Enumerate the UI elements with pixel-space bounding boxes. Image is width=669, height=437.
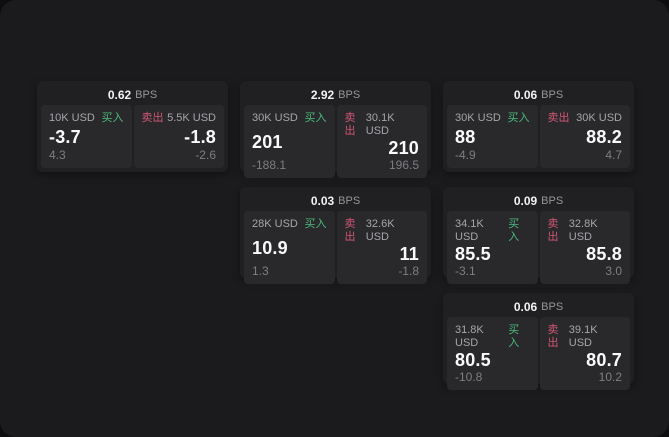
sell-price: 210 xyxy=(388,138,419,158)
buy-side-label: 买入 xyxy=(508,324,520,349)
card-header: 0.03 BPS xyxy=(244,191,427,211)
sell-side-label: 卖出 xyxy=(547,324,559,349)
bps-unit-label: BPS xyxy=(338,195,361,207)
sell-panel[interactable]: 卖出 30.1K USD 210 196.5 xyxy=(336,105,427,178)
buy-sub-value: -3.1 xyxy=(455,264,476,278)
sell-panel[interactable]: 卖出 5.5K USD -1.8 -2.6 xyxy=(133,105,224,168)
buy-notional: 30K USD xyxy=(252,112,298,124)
sell-sub-value: 4.7 xyxy=(605,148,622,162)
sell-side-label: 卖出 xyxy=(344,112,356,137)
sell-price: 88.2 xyxy=(586,126,622,147)
sell-notional: 32.8K USD xyxy=(568,218,598,243)
buy-side-label: 买入 xyxy=(508,218,520,243)
buy-notional: 28K USD xyxy=(252,218,298,230)
buy-sub-value: -4.9 xyxy=(455,148,476,162)
sell-price: 80.7 xyxy=(586,350,622,370)
buy-sell-panels: 34.1K USD 买入 85.5 -3.1 卖出 32.8K USD 85.8… xyxy=(447,211,630,284)
buy-panel[interactable]: 31.8K USD 买入 80.5 -10.8 xyxy=(447,317,538,390)
sell-panel[interactable]: 卖出 32.6K USD 11 -1.8 xyxy=(336,211,427,284)
quote-cards-grid: 0.62 BPS 10K USD 买入 -3.7 4.3 卖出 5.5K USD xyxy=(37,81,634,390)
bps-value: 0.03 xyxy=(310,194,335,208)
bps-value: 0.06 xyxy=(513,88,538,102)
sell-sub-value: -1.8 xyxy=(398,264,419,278)
sell-notional: 5.5K USD xyxy=(167,112,216,124)
quote-card: 0.09 BPS 34.1K USD 买入 85.5 -3.1 卖出 32.8K… xyxy=(443,187,634,284)
buy-panel[interactable]: 30K USD 买入 88 -4.9 xyxy=(447,105,538,168)
bps-value: 0.06 xyxy=(513,300,538,314)
quote-card: 0.62 BPS 10K USD 买入 -3.7 4.3 卖出 5.5K USD xyxy=(37,81,228,172)
sell-price: 85.8 xyxy=(586,244,622,264)
bps-value: 0.09 xyxy=(513,194,538,208)
quote-card: 2.92 BPS 30K USD 买入 201 -188.1 卖出 30.1K … xyxy=(240,81,431,178)
sell-panel[interactable]: 卖出 30K USD 88.2 4.7 xyxy=(539,105,630,168)
sell-side-label: 卖出 xyxy=(141,112,164,124)
buy-sub-value: 1.3 xyxy=(252,264,269,278)
sell-panel[interactable]: 卖出 32.8K USD 85.8 3.0 xyxy=(539,211,630,284)
quote-card: 0.06 BPS 31.8K USD 买入 80.5 -10.8 卖出 39.1… xyxy=(443,293,634,390)
buy-notional: 34.1K USD xyxy=(455,218,484,243)
sell-notional: 30.1K USD xyxy=(365,112,395,137)
buy-price: 10.9 xyxy=(252,237,288,258)
bps-unit-label: BPS xyxy=(338,89,361,101)
sell-notional: 32.6K USD xyxy=(365,218,395,243)
sell-notional: 39.1K USD xyxy=(568,324,598,349)
buy-side-label: 买入 xyxy=(304,218,327,230)
card-header: 2.92 BPS xyxy=(244,85,427,105)
buy-notional: 30K USD xyxy=(455,112,501,124)
sell-notional: 30K USD xyxy=(576,112,622,124)
buy-side-label: 买入 xyxy=(507,112,530,124)
buy-side-label: 买入 xyxy=(101,112,124,124)
buy-panel[interactable]: 34.1K USD 买入 85.5 -3.1 xyxy=(447,211,538,284)
buy-price: 201 xyxy=(252,131,283,152)
sell-panel[interactable]: 卖出 39.1K USD 80.7 10.2 xyxy=(539,317,630,390)
bps-value: 0.62 xyxy=(107,88,132,102)
buy-panel[interactable]: 30K USD 买入 201 -188.1 xyxy=(244,105,335,178)
buy-side-label: 买入 xyxy=(304,112,327,124)
bps-unit-label: BPS xyxy=(135,89,158,101)
buy-sub-value: -188.1 xyxy=(252,158,287,172)
buy-panel[interactable]: 28K USD 买入 10.9 1.3 xyxy=(244,211,335,284)
quote-card: 0.06 BPS 30K USD 买入 88 -4.9 卖出 30K USD xyxy=(443,81,634,172)
bps-unit-label: BPS xyxy=(541,195,564,207)
sell-side-label: 卖出 xyxy=(547,112,570,124)
sell-sub-value: 10.2 xyxy=(598,370,622,384)
bps-unit-label: BPS xyxy=(541,89,564,101)
buy-sub-value: 4.3 xyxy=(49,148,66,162)
card-header: 0.62 BPS xyxy=(41,85,224,105)
sell-sub-value: 3.0 xyxy=(605,264,622,278)
buy-sell-panels: 10K USD 买入 -3.7 4.3 卖出 5.5K USD -1.8 -2.… xyxy=(41,105,224,168)
buy-sell-panels: 31.8K USD 买入 80.5 -10.8 卖出 39.1K USD 80.… xyxy=(447,317,630,390)
sell-sub-value: -2.6 xyxy=(195,148,216,162)
bps-unit-label: BPS xyxy=(541,301,564,313)
card-header: 0.06 BPS xyxy=(447,85,630,105)
buy-notional: 10K USD xyxy=(49,112,95,124)
buy-price: -3.7 xyxy=(49,126,81,147)
buy-sell-panels: 30K USD 买入 201 -188.1 卖出 30.1K USD 210 1… xyxy=(244,105,427,178)
sell-price: -1.8 xyxy=(184,126,216,147)
sell-sub-value: 196.5 xyxy=(388,158,419,172)
buy-sell-panels: 30K USD 买入 88 -4.9 卖出 30K USD 88.2 4.7 xyxy=(447,105,630,168)
quote-card: 0.03 BPS 28K USD 买入 10.9 1.3 卖出 32.6K US… xyxy=(240,187,431,284)
buy-panel[interactable]: 10K USD 买入 -3.7 4.3 xyxy=(41,105,132,168)
sell-price: 11 xyxy=(399,244,419,264)
buy-sell-panels: 28K USD 买入 10.9 1.3 卖出 32.6K USD 11 -1.8 xyxy=(244,211,427,284)
buy-price: 88 xyxy=(455,126,476,147)
bps-value: 2.92 xyxy=(310,88,335,102)
buy-price: 80.5 xyxy=(455,350,491,370)
buy-price: 85.5 xyxy=(455,244,491,264)
buy-sub-value: -10.8 xyxy=(455,370,483,384)
sell-side-label: 卖出 xyxy=(344,218,356,243)
sell-side-label: 卖出 xyxy=(547,218,559,243)
buy-notional: 31.8K USD xyxy=(455,324,484,349)
card-header: 0.06 BPS xyxy=(447,297,630,317)
card-header: 0.09 BPS xyxy=(447,191,630,211)
